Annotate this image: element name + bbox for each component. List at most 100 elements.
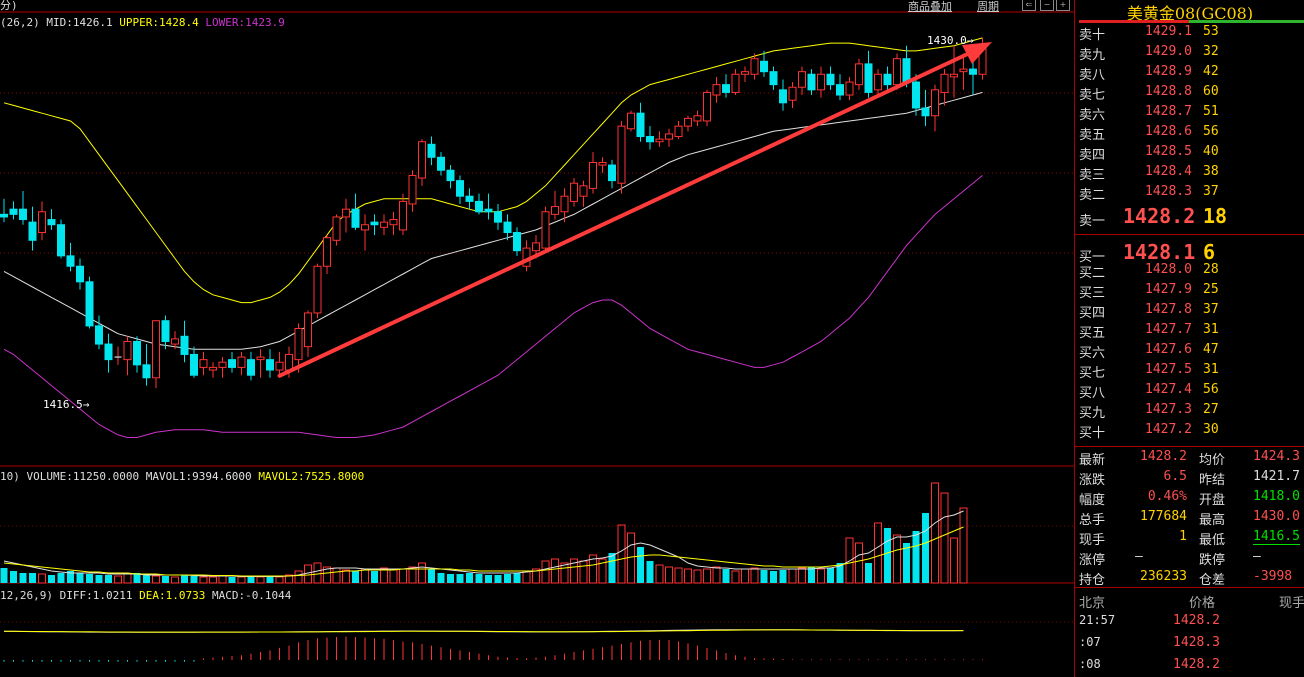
low-price-annotation: 1416.5→ — [43, 398, 90, 411]
stat-label: 仓差 — [1199, 573, 1226, 588]
volume-bar-23 — [218, 575, 227, 584]
bid-row[interactable]: 买七 1427.5 31 — [1079, 362, 1301, 382]
ask-row[interactable]: 卖七 1428.8 60 — [1079, 84, 1301, 104]
volume-bar-88 — [836, 563, 844, 583]
plus-icon[interactable]: + — [1056, 0, 1070, 11]
volume-bar-55 — [522, 570, 531, 584]
volume-bar-1 — [10, 571, 17, 583]
stat-value: — — [1253, 549, 1261, 564]
boll-legend: (26,2) MID:1426.1 UPPER:1428.4 LOWER:142… — [0, 16, 285, 29]
ask-row[interactable]: 卖十 1429.1 53 — [1079, 24, 1301, 44]
volume-bar-84 — [798, 567, 806, 584]
candle-body-89 — [845, 81, 854, 96]
volume-bar-28 — [266, 576, 274, 583]
volume-bar-4 — [38, 573, 46, 584]
ask-price: 1428.3 — [1145, 184, 1192, 199]
candle-body-64 — [608, 164, 616, 182]
overlay-commodity-link[interactable]: 商品叠加 — [908, 0, 952, 13]
ask-label: 卖六 — [1079, 108, 1106, 123]
kline-chart-svg[interactable] — [0, 0, 1074, 677]
candle-body-76 — [722, 84, 730, 93]
candle-body-94 — [893, 58, 901, 86]
ask-row[interactable]: 卖九 1429.0 32 — [1079, 44, 1301, 64]
ask-volume: 42 — [1203, 64, 1219, 79]
stat-label: 现手 — [1079, 533, 1106, 548]
candle-body-58 — [551, 206, 559, 215]
bid-price: 1427.8 — [1145, 302, 1192, 317]
bid-label: 买七 — [1079, 366, 1106, 381]
bid-row[interactable]: 买三 1427.9 25 — [1079, 282, 1301, 302]
volume-bar-30 — [285, 574, 293, 584]
volume-bar-3 — [29, 573, 36, 583]
candle-body-44 — [418, 141, 426, 179]
ask-row[interactable]: 卖三 1428.4 38 — [1079, 164, 1301, 184]
ask-volume: 60 — [1203, 84, 1219, 99]
ask-row[interactable]: 卖一 1428.2 18 — [1079, 204, 1301, 229]
volume-bar-22 — [209, 576, 217, 584]
chart-topbar: 分) 商品叠加 周期 ⇐ − + — [0, 0, 1074, 13]
ask-price: 1429.1 — [1145, 24, 1192, 39]
volume-bar-0 — [0, 568, 8, 583]
bid-volume: 31 — [1203, 322, 1219, 337]
candle-body-15 — [142, 364, 151, 379]
volume-bar-42 — [399, 568, 407, 584]
volume-bar-79 — [750, 567, 759, 584]
volume-bar-85 — [808, 567, 815, 583]
ask-row[interactable]: 卖六 1428.7 51 — [1079, 104, 1301, 124]
chart-area[interactable]: 分) 商品叠加 周期 ⇐ − + (26,2) MID:1426.1 UPPER… — [0, 0, 1074, 677]
period-link[interactable]: 周期 — [977, 0, 999, 13]
boll-upper-line — [3, 37, 983, 304]
volume-bar-64 — [608, 553, 616, 583]
ask-volume: 32 — [1203, 44, 1219, 59]
volume-bar-46 — [437, 573, 445, 583]
ask-row[interactable]: 卖五 1428.6 56 — [1079, 124, 1301, 144]
bid-row[interactable]: 买九 1427.3 27 — [1079, 402, 1301, 422]
candle-body-81 — [769, 71, 778, 86]
volume-bar-76 — [722, 569, 730, 583]
stat-value: 1 — [1179, 529, 1187, 544]
ask-volume: 37 — [1203, 184, 1219, 199]
bid-row[interactable]: 买一 1428.1 6 — [1079, 240, 1301, 265]
topbar-left-text: 分) — [0, 0, 18, 12]
ask-price: 1428.6 — [1145, 124, 1192, 139]
volume-bar-70 — [665, 566, 673, 584]
bid-row[interactable]: 买十 1427.2 30 — [1079, 422, 1301, 442]
trend-arrow-head — [962, 42, 992, 64]
stat-value: 1416.5 — [1253, 529, 1300, 545]
ask-price: 1428.4 — [1145, 164, 1192, 179]
volume-bar-31 — [294, 570, 303, 584]
volume-bar-8 — [76, 573, 84, 583]
stat-label: 最新 — [1079, 453, 1106, 468]
stat-value: 236233 — [1140, 569, 1187, 584]
ask-row[interactable]: 卖八 1428.9 42 — [1079, 64, 1301, 84]
bid-row[interactable]: 买四 1427.8 37 — [1079, 302, 1301, 322]
candle-body-31 — [294, 328, 303, 361]
minus-icon[interactable]: − — [1040, 0, 1054, 11]
macd-dea-value: DEA:1.0733 — [139, 589, 206, 602]
candle-body-52 — [494, 211, 502, 223]
volume-bar-78 — [741, 568, 749, 584]
ask-row[interactable]: 卖四 1428.5 40 — [1079, 144, 1301, 164]
ask-label: 卖五 — [1079, 128, 1106, 143]
ask-row[interactable]: 卖二 1428.3 37 — [1079, 184, 1301, 204]
bid-volume: 28 — [1203, 262, 1219, 277]
bid-row[interactable]: 买五 1427.7 31 — [1079, 322, 1301, 342]
candle-body-71 — [674, 125, 683, 138]
stat-value: 1421.7 — [1253, 469, 1300, 484]
candle-body-83 — [788, 86, 797, 101]
candle-body-96 — [912, 81, 920, 109]
volume-bar-47 — [447, 574, 454, 583]
scroll-left-icon[interactable]: ⇐ — [1022, 0, 1036, 11]
bid-row[interactable]: 买八 1427.4 56 — [1079, 382, 1301, 402]
candle-body-91 — [864, 63, 873, 93]
volume-bar-65 — [617, 524, 626, 584]
bid-row[interactable]: 买二 1428.0 28 — [1079, 262, 1301, 282]
volume-bar-44 — [418, 562, 426, 584]
volume-bar-82 — [779, 570, 787, 583]
stats-divider — [1075, 446, 1304, 447]
volume-bar-80 — [760, 570, 768, 583]
candle-body-85 — [807, 73, 816, 91]
bid-row[interactable]: 买六 1427.6 47 — [1079, 342, 1301, 362]
candle-body-102 — [969, 68, 977, 75]
stat-value: 1418.0 — [1253, 489, 1300, 504]
